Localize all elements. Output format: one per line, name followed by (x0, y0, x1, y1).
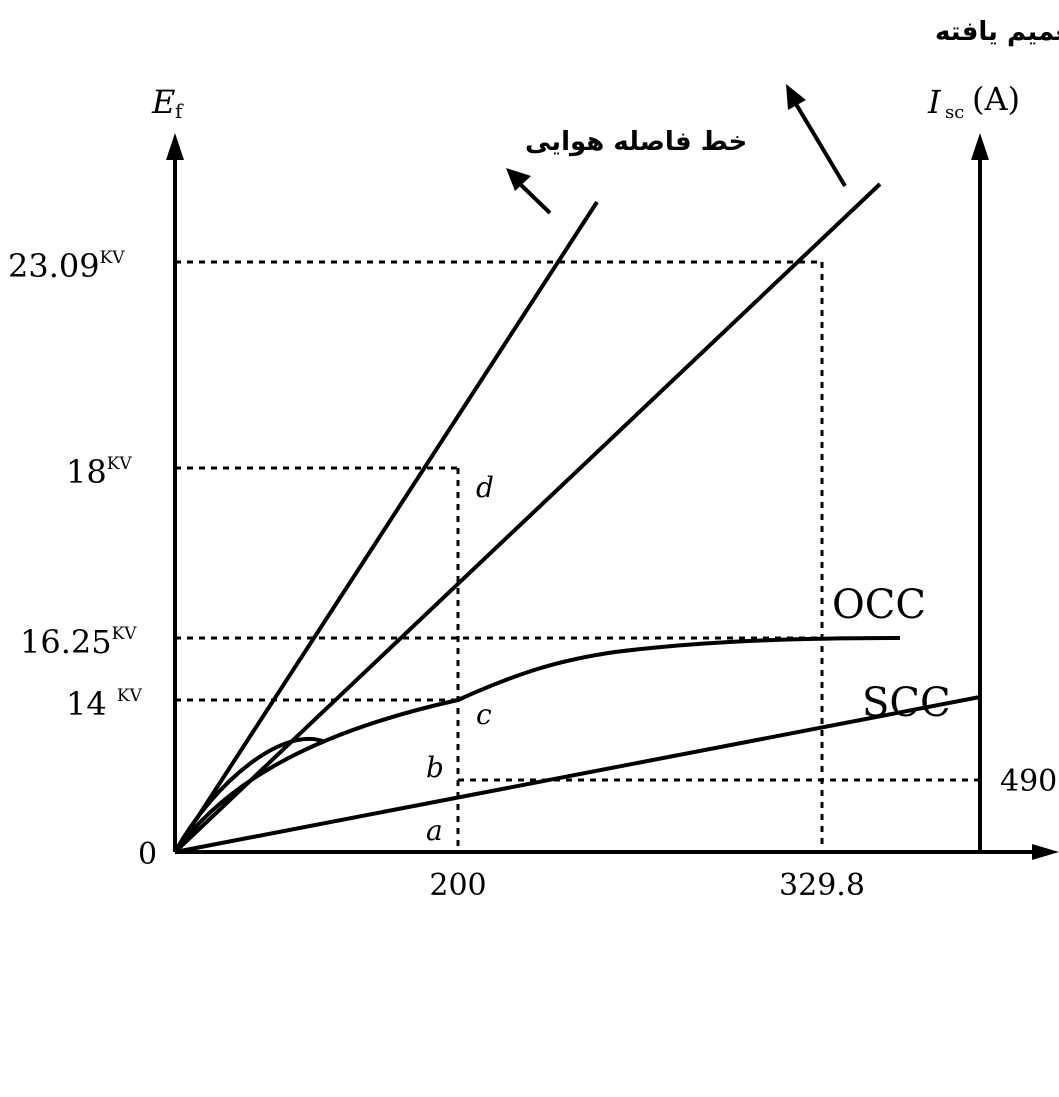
generalized-air-gap-line-label: خط فاصله هوایی تعمیم یافته (935, 17, 1059, 47)
generalized-label-arrowhead (786, 84, 806, 110)
scc-label: SCC (862, 680, 951, 726)
y-right-axis-label-unit: (A) (972, 80, 1020, 118)
scc-line (174, 695, 981, 854)
air-gap-line-label: خط فاصله هوایی (525, 127, 747, 157)
y-tick-18: 18KV (66, 453, 132, 491)
right-tick-490: 490 (1000, 764, 1057, 799)
y-right-axis-label-sub: sc (945, 102, 964, 123)
point-a-label: a (426, 814, 443, 847)
air-gap-line (173, 200, 599, 854)
y-right-axis-label: I (927, 83, 942, 121)
air-gap-label-arrow (518, 182, 552, 215)
x-tick-200: 200 (429, 868, 486, 903)
y-tick-16-25: 16.25KV (20, 623, 137, 661)
y-tick-23-09: 23.09KV (8, 247, 125, 285)
y-left-axis-label: E (151, 83, 175, 121)
air-gap-label-arrowhead (506, 168, 531, 191)
origin-label: 0 (138, 837, 157, 872)
left-y-axis-arrow (166, 133, 184, 160)
y-tick-14: 14 KV (66, 685, 143, 723)
x-tick-329-8: 329.8 (779, 868, 865, 903)
y-left-axis-label-sub: f (175, 99, 184, 123)
occ-curve (173, 636, 901, 854)
generalized-label-arrow (794, 102, 847, 188)
point-b-label: b (426, 751, 444, 784)
point-d-label: d (476, 471, 494, 504)
right-y-axis-arrow (971, 133, 989, 160)
generalized-air-gap-line (173, 182, 882, 854)
occ-label: OCC (832, 582, 926, 628)
x-axis-arrow (1032, 844, 1059, 860)
point-c-label: c (476, 698, 492, 731)
